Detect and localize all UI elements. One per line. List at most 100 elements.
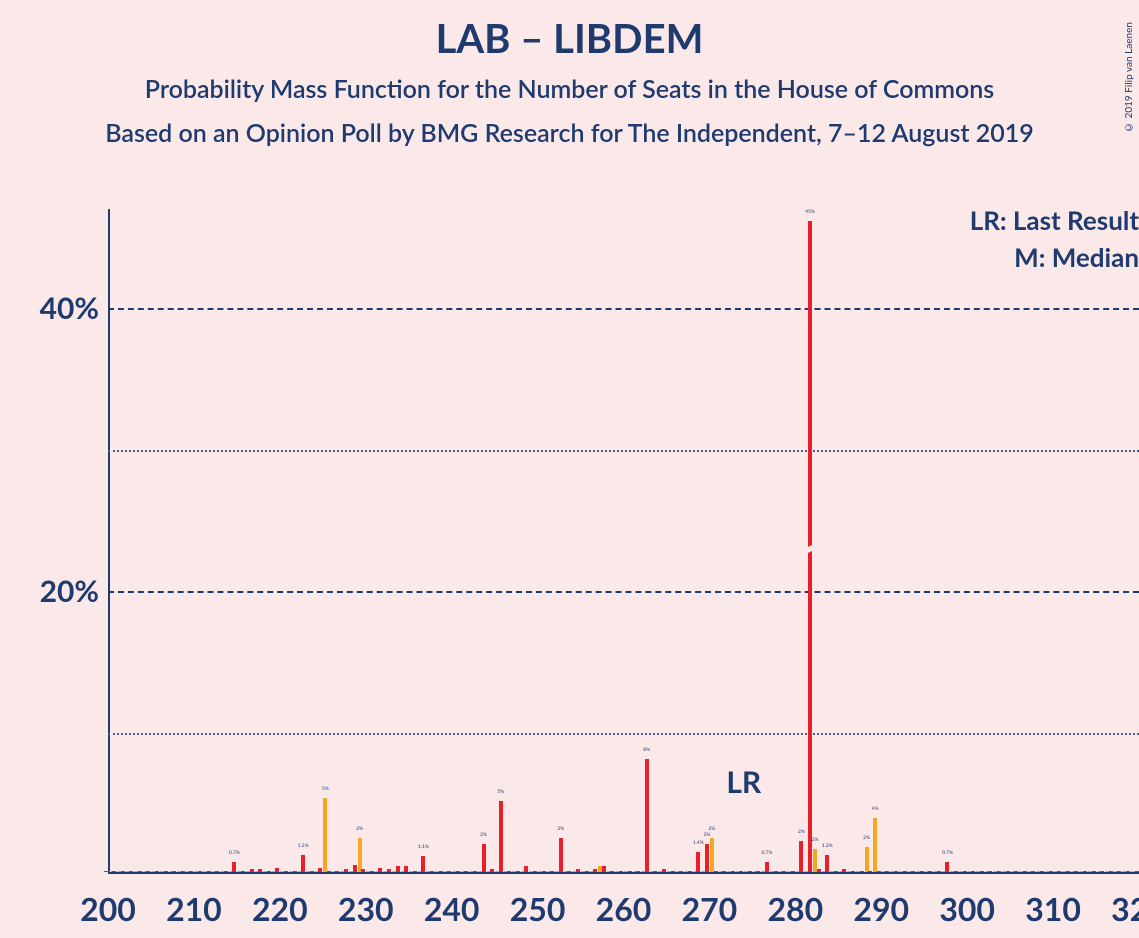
bar-red: [559, 838, 563, 872]
bar-red: [739, 871, 743, 872]
bar-red: [791, 871, 795, 872]
x-axis-label: 200: [80, 889, 136, 928]
bar-red: [499, 801, 503, 872]
bar-red: [1109, 871, 1113, 872]
bar-red: [602, 866, 606, 872]
bar-red: [215, 871, 219, 872]
y-axis-label: 40%: [40, 290, 99, 326]
gridline-major: [108, 591, 1139, 593]
bar-red: [1135, 871, 1139, 872]
bar-red: [327, 871, 331, 872]
bar-red: [1057, 871, 1061, 872]
bar-red: [404, 866, 408, 872]
y-axis-label: 20%: [40, 573, 99, 609]
bar-red: [439, 871, 443, 872]
bar-value-label: 2%: [708, 826, 715, 832]
x-axis-label: 220: [252, 889, 308, 928]
bar-red: [688, 871, 692, 872]
bar-red: [825, 855, 829, 872]
bar-red: [1006, 871, 1010, 872]
bar-red: [731, 871, 735, 872]
bar-red: [645, 759, 649, 872]
bar-red: [361, 869, 365, 872]
bar-red: [155, 871, 159, 872]
bar-value-label: 1.2%: [822, 843, 833, 849]
bar-orange: [358, 838, 362, 872]
bar-red: [250, 869, 254, 872]
bar-red: [748, 871, 752, 872]
bar-red: [146, 871, 150, 872]
bar-red: [980, 871, 984, 872]
bar-red: [576, 869, 580, 872]
bar-red: [1083, 871, 1087, 872]
bar-red: [542, 871, 546, 872]
bar-red: [714, 871, 718, 872]
bar-red: [722, 871, 726, 872]
bar-value-label: 4%: [872, 806, 879, 812]
bar-red: [224, 871, 228, 872]
x-axis-label: 230: [338, 889, 394, 928]
bar-red: [1023, 871, 1027, 872]
bar-red: [885, 871, 889, 872]
bar-red: [318, 868, 322, 872]
bar-red: [284, 871, 288, 872]
bar-red: [189, 871, 193, 872]
bar-red: [937, 871, 941, 872]
bar-red: [275, 868, 279, 872]
last-result-annotation: LR: [726, 764, 761, 800]
bar-red: [662, 869, 666, 872]
bar-red: [370, 871, 374, 872]
bar-red: [310, 871, 314, 872]
bar-red: [997, 871, 1001, 872]
legend-median: M: Median: [1014, 241, 1139, 273]
bar-red: [164, 871, 168, 872]
bar-red: [1066, 871, 1070, 872]
bar-red: [928, 871, 932, 872]
bar-red: [396, 866, 400, 872]
x-axis-label: 280: [767, 889, 823, 928]
bar-red: [877, 871, 881, 872]
bar-red: [817, 869, 821, 872]
bar-red: [1117, 871, 1121, 872]
bar-red: [1092, 871, 1096, 872]
chart-title: LAB – LIBDEM: [0, 14, 1139, 62]
bar-red: [696, 852, 700, 872]
bar-red: [387, 869, 391, 872]
bar-orange: [873, 818, 877, 872]
bar-red: [121, 871, 125, 872]
bar-red: [903, 871, 907, 872]
gridline-minor: [108, 450, 1139, 452]
bar-value-label: 2%: [356, 826, 363, 832]
bar-red: [301, 855, 305, 872]
bar-red: [267, 871, 271, 872]
bar-red: [430, 871, 434, 872]
chart-subtitle-1: Probability Mass Function for the Number…: [0, 74, 1139, 104]
bar-red: [473, 871, 477, 872]
x-axis-label: 210: [166, 889, 222, 928]
bar-orange: [865, 847, 869, 872]
copyright-text: © 2019 Filip van Laenen: [1123, 22, 1135, 133]
x-axis-label: 320: [1111, 889, 1139, 928]
x-axis-label: 260: [596, 889, 652, 928]
bar-red: [1049, 871, 1053, 872]
x-axis-label: 290: [853, 889, 909, 928]
bar-red: [232, 862, 236, 872]
bar-value-label: 2%: [812, 837, 819, 843]
bar-red: [1074, 871, 1078, 872]
x-axis: [108, 872, 1139, 874]
bar-red: [447, 871, 451, 872]
bar-red: [293, 871, 297, 872]
bar-red: [774, 871, 778, 872]
chart-subtitle-2: Based on an Opinion Poll by BMG Research…: [0, 118, 1139, 148]
bar-red: [988, 871, 992, 872]
bar-value-label: 1.2%: [298, 843, 309, 849]
bar-red: [198, 871, 202, 872]
gridline-minor: [108, 733, 1139, 735]
bar-red: [138, 871, 142, 872]
x-axis-label: 300: [939, 889, 995, 928]
bar-red: [963, 871, 967, 872]
bar-red: [482, 844, 486, 872]
bar-red: [181, 871, 185, 872]
bar-red: [842, 869, 846, 872]
x-axis-label: 240: [424, 889, 480, 928]
